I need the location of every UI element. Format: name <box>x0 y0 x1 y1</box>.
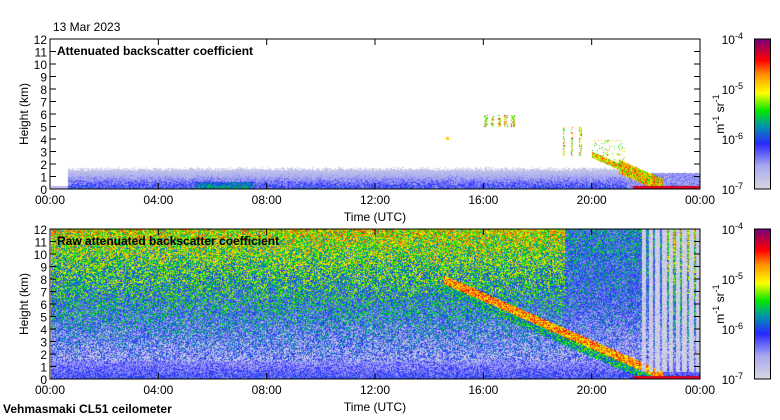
colorbar-tick-base: 10 <box>722 323 736 337</box>
backscatter-heatmap-top <box>51 39 700 189</box>
colorbar-tick-label: 10-6 <box>722 131 743 147</box>
plot-frame <box>49 228 701 380</box>
y-axis-label: Height (km) <box>17 83 31 145</box>
x-tick-label: 12:00 <box>360 193 390 207</box>
y-tick-label: 7 <box>40 96 47 110</box>
colorbar-tick-exp: -7 <box>735 371 743 381</box>
colorbar-unit-part: -1 <box>711 116 721 124</box>
backscatter-heatmap-bottom <box>51 229 700 379</box>
y-tick-label: 12 <box>34 33 48 47</box>
y-tick-label: 10 <box>34 58 48 72</box>
colorbar-unit-part: -1 <box>711 284 721 292</box>
y-tick-label: 1 <box>40 361 47 375</box>
colorbar-tick-base: 10 <box>722 133 736 147</box>
x-tick-label: 08:00 <box>252 193 282 207</box>
y-tick-label: 11 <box>35 236 48 250</box>
y-tick-label: 5 <box>40 121 47 135</box>
y-tick-label: 9 <box>40 261 47 275</box>
colorbar-tick-label: 10-4 <box>722 221 743 237</box>
colorbar-tick-exp: -4 <box>735 221 743 231</box>
y-tick-label: 6 <box>40 108 47 122</box>
colorbar-unit-part: -1 <box>711 306 721 314</box>
colorbar-unit-part: m <box>713 314 727 324</box>
y-tick-label: 3 <box>40 336 47 350</box>
colorbar-unit-part: m <box>713 124 727 134</box>
colorbar-tick-base: 10 <box>722 183 736 197</box>
colorbar-tick-base: 10 <box>722 223 736 237</box>
x-tick-label: 12:00 <box>360 383 390 397</box>
y-tick-label: 9 <box>40 71 47 85</box>
y-tick-label: 11 <box>35 46 48 60</box>
colorbar-bottom <box>755 229 771 379</box>
y-tick-label: 4 <box>40 133 47 147</box>
colorbar-tick-label: 10-6 <box>722 321 743 337</box>
y-tick-label: 0 <box>40 373 47 387</box>
x-tick-label: 04:00 <box>143 193 173 207</box>
x-tick-label: 16:00 <box>468 383 498 397</box>
x-tick-label: 00:00 <box>35 383 65 397</box>
y-tick-label: 2 <box>40 158 47 172</box>
colorbar-tick-exp: -5 <box>735 81 743 91</box>
y-tick-label: 0 <box>40 183 47 197</box>
y-tick-label: 1 <box>40 171 47 185</box>
colorbar-tick-base: 10 <box>722 373 736 387</box>
y-tick-label: 12 <box>34 223 48 237</box>
colorbar-tick-exp: -4 <box>735 31 743 41</box>
y-tick-label: 8 <box>40 83 47 97</box>
y-tick-label: 2 <box>40 348 47 362</box>
colorbar-tick-exp: -7 <box>735 181 743 191</box>
y-tick-label: 10 <box>34 248 48 262</box>
chart-title: Attenuated backscatter coefficient <box>57 44 253 58</box>
colorbar-tick-label: 10-7 <box>722 181 743 197</box>
colorbar-tick-base: 10 <box>722 83 736 97</box>
x-tick-label: 04:00 <box>143 383 173 397</box>
x-tick-label: 00:00 <box>685 383 715 397</box>
colorbar-tick-label: 10-4 <box>722 31 743 47</box>
y-tick-label: 4 <box>40 323 47 337</box>
x-tick-label: 08:00 <box>252 383 282 397</box>
colorbar-tick-exp: -6 <box>735 131 743 141</box>
y-tick-label: 7 <box>40 286 47 300</box>
x-axis-label: Time (UTC) <box>344 400 406 414</box>
chart-title: Raw attenuated backscatter coefficient <box>57 234 279 248</box>
plot-frame <box>49 38 701 190</box>
colorbar-tick-label: 10-7 <box>722 371 743 387</box>
colorbar-tick-base: 10 <box>722 273 736 287</box>
colorbar-tick-label: 10-5 <box>722 271 743 287</box>
colorbar-top <box>755 39 771 189</box>
colorbar-frame <box>754 228 771 380</box>
date-label: 13 Mar 2023 <box>53 20 121 34</box>
y-axis-label: Height (km) <box>17 273 31 335</box>
x-tick-label: 00:00 <box>35 193 65 207</box>
colorbar-unit-part: -1 <box>711 94 721 102</box>
colorbar-unit-part: sr <box>713 102 727 115</box>
y-tick-label: 5 <box>40 311 47 325</box>
colorbar-unit-part: sr <box>713 292 727 305</box>
x-tick-label: 00:00 <box>685 193 715 207</box>
colorbar-frame <box>754 38 771 190</box>
colorbar-tick-base: 10 <box>722 33 736 47</box>
y-tick-label: 6 <box>40 298 47 312</box>
colorbar-unit-label: m-1 sr-1 <box>711 94 727 133</box>
x-axis-label: Time (UTC) <box>344 210 406 224</box>
y-tick-label: 3 <box>40 146 47 160</box>
colorbar-tick-exp: -5 <box>735 271 743 281</box>
footer-label: Vehmasmaki CL51 ceilometer <box>3 402 172 416</box>
colorbar-tick-exp: -6 <box>735 321 743 331</box>
x-tick-label: 20:00 <box>577 193 607 207</box>
colorbar-tick-label: 10-5 <box>722 81 743 97</box>
y-tick-label: 8 <box>40 273 47 287</box>
x-tick-label: 20:00 <box>577 383 607 397</box>
colorbar-unit-label: m-1 sr-1 <box>711 284 727 323</box>
x-tick-label: 16:00 <box>468 193 498 207</box>
